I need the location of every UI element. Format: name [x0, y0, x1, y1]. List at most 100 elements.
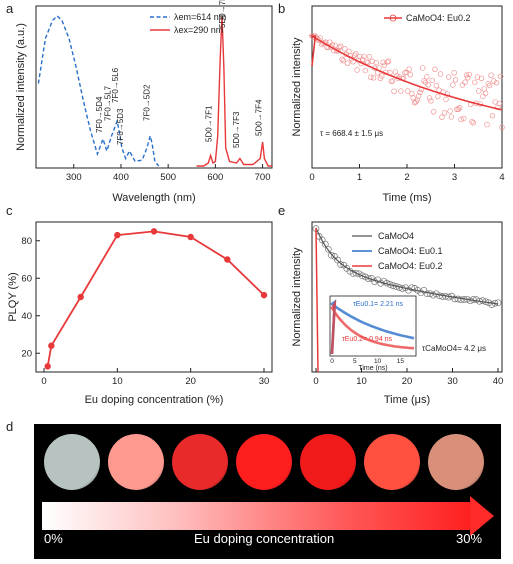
- data-point: [44, 363, 51, 370]
- data-point: [357, 53, 363, 60]
- x-tick-label: 500: [160, 172, 176, 183]
- data-point: [389, 78, 396, 84]
- data-point: [423, 290, 431, 298]
- data-point: [466, 71, 472, 78]
- data-point: [461, 115, 467, 122]
- legend-ex: λex=290 nm: [174, 25, 223, 35]
- data-point: [413, 99, 419, 105]
- panel-c-ylabel: PLQY (%): [7, 272, 19, 321]
- inset-tau2: τEu0.2= 0.94 ns: [342, 336, 393, 343]
- data-point: [318, 236, 326, 244]
- data-point: [426, 95, 433, 101]
- legend-eu01: CaMoO4: Eu0.1: [378, 246, 443, 256]
- transition-label: 7F0→5L6: [111, 67, 120, 103]
- data-point: [385, 58, 392, 64]
- data-point: [351, 52, 358, 58]
- data-point: [455, 106, 461, 112]
- x-tick-label: 4: [499, 172, 504, 183]
- data-point: [327, 39, 333, 45]
- x-tick-label: 3: [452, 172, 457, 183]
- data-point: [462, 79, 468, 85]
- data-point: [411, 99, 418, 106]
- panel-letter-e: e: [278, 203, 285, 218]
- sample-disc-7: [428, 434, 484, 490]
- y-tick-label: 20: [21, 348, 32, 359]
- x-tick-label: 1: [357, 172, 362, 183]
- data-point: [450, 82, 456, 88]
- data-point: [472, 79, 478, 86]
- data-point: [407, 71, 414, 78]
- data-point: [485, 80, 491, 87]
- strip-end-label: 30%: [456, 531, 483, 546]
- transition-label: 5D0→7F3: [232, 111, 241, 148]
- data-point: [361, 53, 367, 60]
- data-point: [489, 112, 496, 119]
- data-point: [433, 82, 440, 89]
- data-point: [414, 97, 420, 103]
- transition-label: 7F0→5L7: [104, 85, 113, 121]
- data-point: [334, 256, 341, 264]
- sample-disc-1: [44, 434, 100, 490]
- panel-letter-b: b: [278, 1, 285, 16]
- data-point: [441, 110, 448, 116]
- panel-b-fit-line: [309, 35, 503, 111]
- transition-label: 5D0→7F1: [205, 105, 214, 142]
- sample-disc-3: [172, 434, 228, 490]
- data-point: [448, 114, 455, 120]
- x-tick-label: 0: [309, 172, 314, 183]
- panel-a: 300 400 500 600 700 λem=614 nm λex=290 nm 7F…: [15, 0, 273, 204]
- data-point: [487, 82, 493, 89]
- data-point: [456, 104, 463, 111]
- inset-red-curve: [330, 299, 415, 355]
- data-point: [365, 275, 372, 282]
- data-point: [479, 297, 486, 304]
- x-tick-label: 0: [313, 376, 318, 387]
- data-point: [365, 59, 371, 66]
- inset-x-tick-label: 15: [397, 358, 405, 365]
- panel-c-frame: [35, 221, 273, 373]
- data-point: [408, 284, 415, 292]
- data-point: [488, 72, 494, 78]
- data-point: [429, 77, 435, 84]
- panel-a-xlabel: Wavelength (nm): [112, 192, 195, 204]
- data-point: [260, 291, 268, 299]
- data-point: [491, 78, 497, 84]
- x-tick-label: 2: [404, 172, 409, 183]
- data-point: [431, 109, 437, 115]
- panel-letter-c: c: [6, 203, 13, 218]
- panel-d-strip: 0% Eu doping concentration 30%: [34, 424, 501, 559]
- data-point: [77, 293, 84, 301]
- strip-center-label: Eu doping concentration: [194, 531, 335, 546]
- x-tick-label: 40: [493, 376, 504, 387]
- data-point: [447, 108, 453, 114]
- data-point: [437, 71, 444, 77]
- data-point: [354, 67, 360, 73]
- data-point: [496, 100, 502, 107]
- panel-c-xlabel: Eu doping concentration (%): [85, 394, 224, 406]
- data-point: [384, 59, 390, 65]
- data-point: [391, 88, 397, 95]
- panel-c: 0 10 20 30 20 40 60 80 Eu doping concentration …: [7, 221, 273, 406]
- panel-b: 0 1 2 3 4 CaMoO4: Eu0.2 τ = 668.4 ± 1.5 μs T…: [291, 5, 505, 204]
- data-point: [359, 56, 366, 63]
- data-point: [335, 47, 341, 54]
- data-point: [488, 301, 496, 308]
- panel-b-legend-marker: [389, 14, 397, 22]
- data-point: [463, 72, 470, 78]
- data-point: [358, 272, 366, 280]
- data-point: [476, 88, 482, 94]
- panel-c-series-line: [46, 230, 265, 367]
- series-line-em: [37, 15, 160, 167]
- inset-x-tick-label: 10: [374, 358, 382, 365]
- panel-b-frame: [311, 5, 503, 169]
- data-point: [368, 74, 374, 80]
- transition-label: 5D0→7F2: [218, 0, 227, 28]
- panel-letter-d: d: [6, 419, 13, 434]
- panel-letter-a: a: [6, 1, 14, 16]
- data-point: [458, 116, 464, 123]
- data-point: [409, 90, 415, 97]
- x-tick-label: 700: [255, 172, 271, 183]
- data-point: [424, 74, 430, 80]
- sample-disc-2: [108, 434, 164, 490]
- data-point: [465, 74, 471, 81]
